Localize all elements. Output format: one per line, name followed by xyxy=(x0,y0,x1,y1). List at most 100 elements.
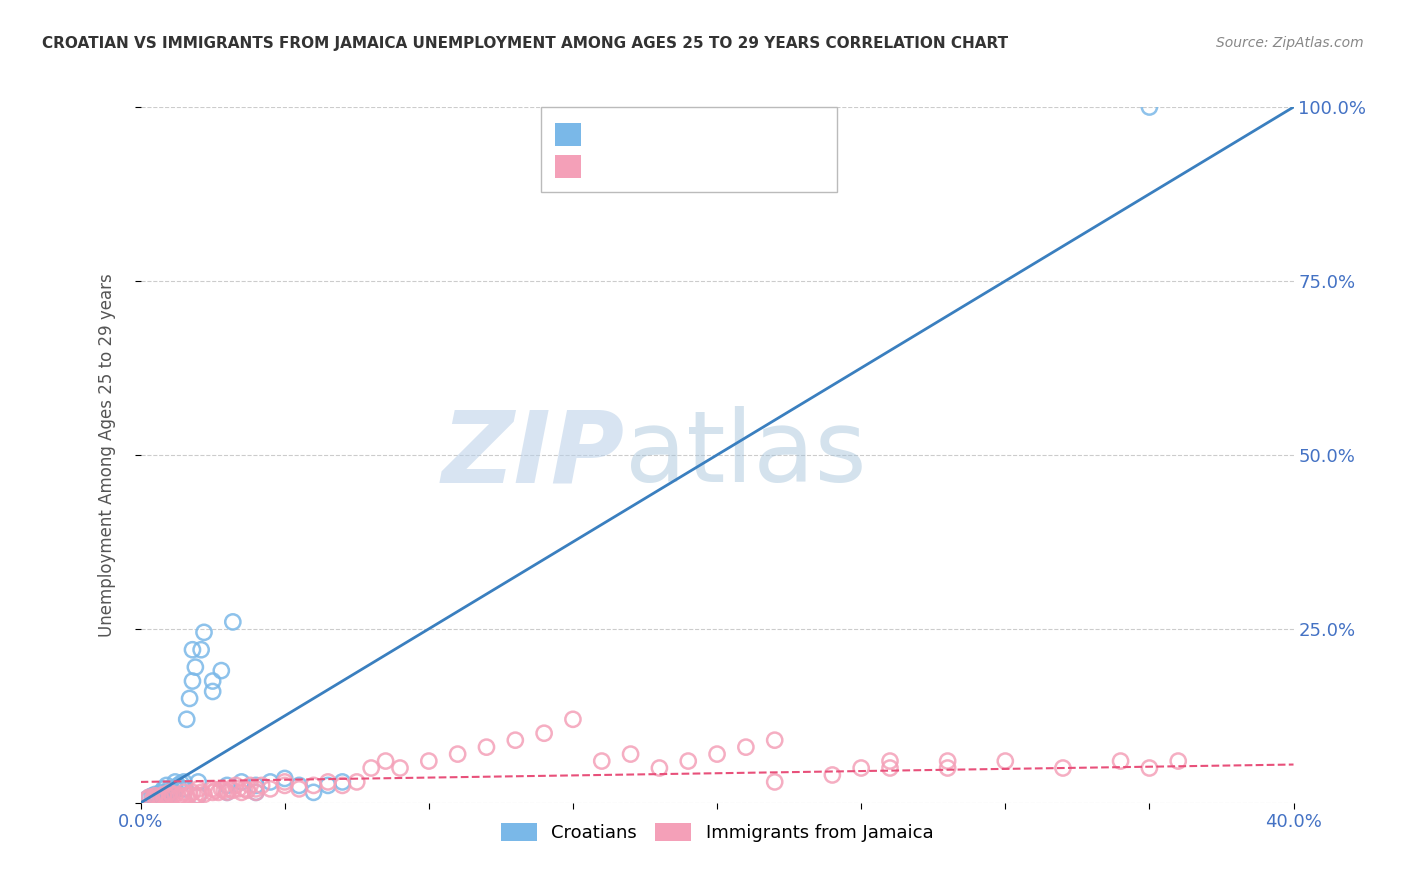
Point xyxy=(217,785,239,799)
Point xyxy=(217,785,239,799)
Point xyxy=(332,778,354,793)
Point xyxy=(763,775,786,789)
Point xyxy=(190,642,212,657)
Point xyxy=(162,789,184,803)
Point xyxy=(1139,761,1161,775)
Point xyxy=(763,733,786,747)
Point xyxy=(503,733,526,747)
Point xyxy=(201,674,224,689)
Text: R = 0.019   N = 81: R = 0.019 N = 81 xyxy=(588,158,772,176)
Point xyxy=(1109,754,1132,768)
Point xyxy=(936,754,959,768)
Point xyxy=(201,781,224,796)
Point xyxy=(184,660,207,674)
Point xyxy=(207,785,229,799)
Point xyxy=(678,754,700,768)
Point xyxy=(316,775,339,789)
Point xyxy=(179,691,201,706)
Point xyxy=(212,783,235,797)
Point xyxy=(259,775,281,789)
Point xyxy=(201,785,224,799)
Point xyxy=(187,781,209,796)
Point xyxy=(418,754,440,768)
Point xyxy=(173,790,195,805)
Point xyxy=(245,785,267,799)
Point xyxy=(201,684,224,698)
Point xyxy=(155,789,177,803)
Point xyxy=(259,781,281,796)
Point xyxy=(245,785,267,799)
Point xyxy=(209,781,232,796)
Point xyxy=(159,790,180,805)
Point xyxy=(274,772,297,786)
Point xyxy=(141,789,163,803)
Point xyxy=(187,775,209,789)
Point xyxy=(152,790,174,805)
Point xyxy=(193,625,215,640)
Point xyxy=(475,740,498,755)
Point xyxy=(250,778,273,793)
Point xyxy=(447,747,470,761)
Point xyxy=(190,785,212,799)
Text: atlas: atlas xyxy=(624,407,866,503)
Point xyxy=(735,740,758,755)
Point xyxy=(135,792,157,806)
Point xyxy=(1139,100,1161,114)
Point xyxy=(179,788,201,802)
Point xyxy=(176,712,198,726)
Point xyxy=(181,674,204,689)
Point xyxy=(152,781,174,796)
Point xyxy=(155,778,177,793)
Point xyxy=(184,789,207,803)
Point xyxy=(165,781,187,796)
Point xyxy=(155,785,177,799)
Point xyxy=(648,761,671,775)
Point xyxy=(173,785,195,799)
Point xyxy=(346,775,368,789)
Point xyxy=(706,747,728,761)
Point xyxy=(879,754,901,768)
Point xyxy=(274,775,297,789)
Point xyxy=(302,778,325,793)
Point xyxy=(135,792,157,806)
Text: Source: ZipAtlas.com: Source: ZipAtlas.com xyxy=(1216,36,1364,50)
Point xyxy=(533,726,555,740)
Point xyxy=(821,768,844,782)
Point xyxy=(288,781,311,796)
Point xyxy=(316,778,339,793)
Point xyxy=(170,776,193,790)
Point xyxy=(167,778,190,793)
Point xyxy=(143,788,166,802)
Point xyxy=(167,790,190,805)
Point xyxy=(159,785,180,799)
Point xyxy=(141,792,163,806)
Point xyxy=(146,790,169,805)
Point xyxy=(562,712,585,726)
Point xyxy=(149,791,172,805)
Point xyxy=(1052,761,1074,775)
Point xyxy=(374,754,396,768)
Point xyxy=(332,775,354,789)
Point xyxy=(388,761,411,775)
Point xyxy=(209,664,232,678)
Point xyxy=(288,778,311,793)
Point xyxy=(138,790,160,805)
Point xyxy=(994,754,1017,768)
Point xyxy=(187,789,209,803)
Point xyxy=(245,778,267,793)
Point xyxy=(159,788,180,802)
Legend: Croatians, Immigrants from Jamaica: Croatians, Immigrants from Jamaica xyxy=(494,815,941,849)
Point xyxy=(222,783,245,797)
Point xyxy=(204,783,226,797)
Point xyxy=(219,781,242,796)
Point xyxy=(149,791,172,805)
Point xyxy=(138,790,160,805)
Point xyxy=(159,781,180,796)
Text: ZIP: ZIP xyxy=(441,407,624,503)
Point xyxy=(165,788,187,802)
Point xyxy=(222,615,245,629)
Point xyxy=(187,789,209,803)
Point xyxy=(274,778,297,793)
Point xyxy=(360,761,382,775)
Point xyxy=(936,761,959,775)
